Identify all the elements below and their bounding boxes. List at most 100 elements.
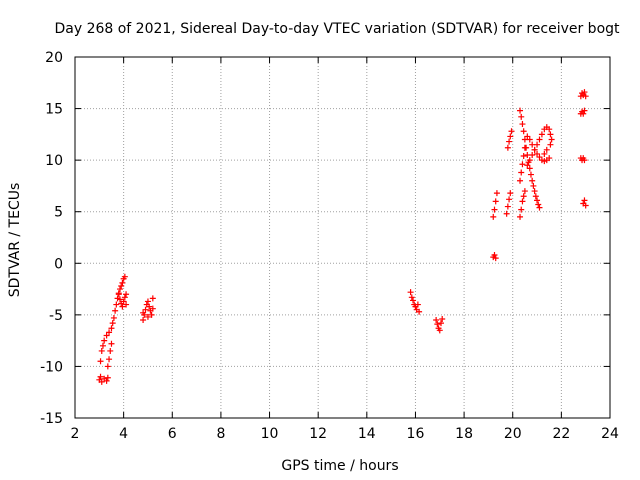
data-point: [548, 136, 555, 143]
data-point: [407, 289, 414, 296]
data-point: [410, 297, 417, 304]
data-point: [439, 315, 446, 322]
data-point: [116, 296, 123, 303]
data-point: [140, 317, 147, 324]
data-point: [109, 320, 116, 327]
data-point: [101, 337, 108, 344]
data-point: [581, 157, 588, 164]
data-point: [532, 193, 539, 200]
y-tick-label: 0: [54, 256, 63, 272]
x-tick-label: 12: [309, 426, 327, 442]
data-point: [149, 295, 156, 302]
data-point: [546, 155, 553, 162]
data-point: [536, 204, 543, 211]
data-point: [106, 356, 113, 363]
data-point: [110, 314, 117, 321]
data-point: [541, 150, 548, 157]
data-point: [140, 309, 147, 316]
data-point: [521, 188, 528, 195]
data-point: [121, 273, 128, 280]
data-point: [534, 141, 541, 148]
data-point: [436, 327, 443, 334]
data-point: [416, 308, 423, 315]
data-point: [437, 320, 444, 327]
data-point: [148, 311, 155, 318]
data-point: [507, 190, 514, 197]
data-point: [520, 193, 527, 200]
data-point: [492, 198, 499, 205]
x-tick-label: 22: [552, 426, 570, 442]
data-point: [581, 89, 588, 96]
data-point: [492, 255, 499, 262]
data-point: [97, 373, 104, 380]
data-point: [530, 182, 537, 189]
data-point: [123, 291, 130, 298]
data-point: [504, 144, 511, 151]
data-point: [534, 150, 541, 157]
data-point: [518, 169, 525, 176]
x-tick-label: 4: [119, 426, 128, 442]
data-point: [491, 206, 498, 213]
x-tick-label: 6: [168, 426, 177, 442]
data-point: [535, 201, 542, 208]
data-point: [536, 136, 543, 143]
data-point: [534, 197, 541, 204]
data-point: [104, 374, 111, 381]
data-point: [503, 210, 510, 217]
data-point: [517, 177, 524, 184]
x-tick-label: 18: [455, 426, 473, 442]
data-point: [414, 301, 421, 308]
y-tick-label: -10: [40, 359, 63, 375]
chart-title: Day 268 of 2021, Sidereal Day-to-day VTE…: [54, 21, 620, 37]
data-point: [543, 146, 550, 153]
x-tick-label: 16: [407, 426, 425, 442]
data-point: [531, 146, 538, 153]
data-point: [519, 161, 526, 168]
data-point: [526, 165, 533, 172]
data-point: [491, 252, 498, 259]
y-tick-label: -5: [49, 308, 63, 324]
data-point: [408, 294, 415, 301]
data-point: [98, 347, 105, 354]
data-point: [146, 303, 153, 310]
data-point: [536, 154, 543, 161]
x-tick-label: 24: [601, 426, 619, 442]
data-point: [99, 342, 106, 349]
y-tick-label: 10: [45, 153, 63, 169]
data-point: [526, 157, 533, 164]
x-tick-label: 8: [216, 426, 225, 442]
data-points: [96, 89, 589, 385]
data-point: [527, 171, 534, 178]
data-point: [529, 177, 536, 184]
data-point: [98, 378, 105, 385]
data-point: [490, 213, 497, 220]
data-point: [520, 128, 527, 135]
data-point: [518, 206, 525, 213]
data-point: [582, 202, 589, 209]
data-point: [547, 141, 554, 148]
plot-frame: [74, 56, 611, 419]
data-point: [524, 162, 531, 169]
data-point: [523, 144, 530, 151]
y-tick-label: -15: [40, 411, 63, 427]
data-point: [107, 347, 114, 354]
data-point: [519, 121, 526, 128]
x-axis-tick-labels: 2 4 6 8 10 12 14 16 18 20 22 24: [71, 426, 619, 442]
data-point: [103, 377, 110, 384]
data-point: [582, 93, 589, 100]
data-point: [526, 136, 533, 143]
data-point: [517, 107, 524, 114]
data-point: [97, 358, 104, 365]
data-point: [116, 286, 123, 293]
data-point: [529, 151, 536, 158]
data-point: [531, 188, 538, 195]
y-tick-label: 15: [45, 102, 63, 118]
data-point: [119, 279, 126, 286]
data-point: [520, 153, 527, 160]
data-point: [108, 340, 115, 347]
x-tick-label: 20: [504, 426, 522, 442]
data-point: [113, 301, 120, 308]
data-point: [434, 321, 441, 328]
data-point: [121, 294, 128, 301]
